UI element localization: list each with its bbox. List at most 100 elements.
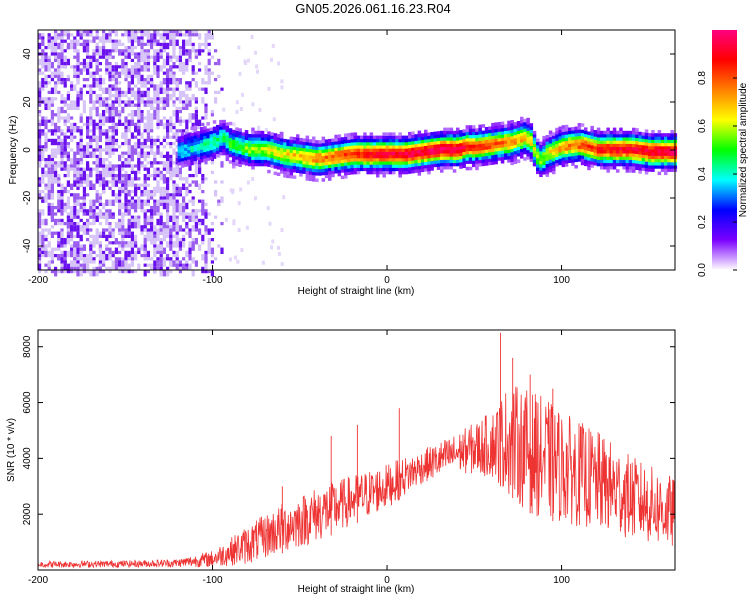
spectrogram-cell — [166, 142, 170, 146]
spectrogram-cell — [667, 165, 671, 169]
spectrogram-cell — [280, 151, 284, 155]
spectrogram-cell — [260, 162, 265, 167]
spectrogram-cell — [182, 186, 186, 190]
spectrogram-cell — [188, 263, 192, 270]
spectrogram-cell — [593, 149, 598, 153]
spectrogram-cell — [475, 134, 479, 139]
spectrogram-cell — [212, 145, 217, 150]
spectrogram-cell — [523, 118, 527, 123]
spectrogram-cell — [172, 260, 176, 264]
spectrogram-cell — [260, 134, 265, 138]
spectrogram-cell — [472, 138, 476, 142]
spectrogram-cell — [225, 132, 230, 136]
spectrogram-cell — [500, 144, 505, 148]
spectrogram-cell — [638, 144, 642, 149]
spectrogram-cell — [580, 148, 585, 153]
spectrogram-cell — [166, 234, 170, 238]
spectrogram-cell — [238, 147, 242, 151]
spectrogram-cell — [353, 148, 358, 152]
spectrogram-cell — [366, 161, 370, 165]
spectrogram-cell — [60, 263, 64, 267]
spectrogram-cell — [529, 152, 534, 156]
spectrogram-cell — [574, 165, 578, 169]
spectrogram-cell — [134, 110, 138, 117]
spectrogram-cell — [41, 244, 45, 251]
spectrogram-cell — [159, 254, 163, 258]
spectrogram-cell — [644, 151, 649, 156]
spectrogram-cell — [209, 143, 214, 148]
spectrogram-cell — [200, 155, 204, 160]
spectrogram-cell — [153, 142, 157, 146]
spectrogram-cell — [118, 186, 122, 190]
spectrogram-cell — [156, 170, 160, 174]
spectrogram-cell — [63, 260, 67, 264]
spectrogram-cell — [70, 116, 74, 120]
spectrogram-cell — [169, 135, 173, 139]
spectrogram-cell — [600, 159, 604, 164]
spectrogram-cell — [593, 152, 598, 156]
spectrogram-cell — [564, 137, 569, 142]
spectrogram-cell — [276, 166, 281, 170]
spectrogram-cell — [564, 156, 569, 161]
spectrogram-cell — [651, 146, 655, 150]
spectrogram-cell — [219, 142, 223, 146]
spectrogram-cell — [102, 202, 106, 210]
spectrogram-cell — [210, 161, 214, 165]
spectrogram-cell — [548, 136, 553, 141]
spectrogram-cell — [328, 154, 332, 159]
spectrogram-cell — [177, 152, 182, 156]
spectrogram-cell — [542, 139, 546, 143]
spectrogram-cell — [372, 145, 377, 149]
spectrogram-cell — [484, 152, 489, 157]
spectrogram-cell — [248, 143, 252, 148]
spectrogram-cell — [153, 30, 157, 34]
spectrogram-cell — [166, 132, 170, 136]
spectrogram-cell — [187, 156, 191, 160]
spectrogram-cell — [667, 139, 671, 144]
spectrogram-cell — [98, 212, 102, 219]
spectrogram-cell — [344, 139, 348, 144]
spectrogram-cell — [140, 183, 144, 187]
spectrogram-cell — [366, 154, 370, 159]
spectrogram-cell — [216, 147, 220, 151]
spectrogram-cell — [130, 94, 134, 98]
spectrogram-cell — [420, 165, 425, 169]
spectrogram-cell — [427, 151, 431, 156]
spectrogram-cell — [172, 222, 176, 226]
spectrogram-cell — [600, 146, 604, 151]
spectrogram-cell — [108, 90, 112, 94]
spectrogram-cell — [60, 241, 64, 245]
spectrogram-cell — [299, 157, 303, 161]
spectrogram-cell — [334, 141, 338, 145]
spectrogram-cell — [670, 142, 674, 147]
spectrogram-cell — [299, 137, 303, 142]
spectrogram-cell — [66, 135, 70, 139]
spectrogram-cell — [500, 124, 505, 129]
spectrogram-cell — [162, 106, 166, 110]
spectrogram-cell — [529, 158, 534, 162]
spectrogram-cell — [150, 55, 154, 59]
spectrogram-cell — [143, 263, 147, 267]
spectrogram-cell — [73, 164, 77, 171]
spectrogram-cell — [641, 135, 646, 139]
spectrogram-cell — [79, 113, 83, 117]
spectrogram-cell — [475, 137, 479, 142]
spectrogram-cell — [321, 152, 326, 157]
spectrogram-cell — [644, 142, 649, 146]
spectrogram-cell — [41, 84, 45, 88]
spectrogram-cell — [156, 266, 160, 270]
spectrogram-cell — [280, 147, 284, 152]
spectrogram-cell — [191, 46, 195, 50]
spectrogram-cell — [420, 136, 425, 141]
spectrogram-cell — [235, 100, 239, 105]
spectrogram-cell — [363, 154, 367, 159]
spectrogram-cell — [456, 137, 460, 141]
spectrogram-cell — [427, 161, 431, 165]
spectrogram-cell — [86, 78, 90, 82]
spectrogram-cell — [404, 151, 409, 156]
spectrogram-cell — [82, 68, 86, 72]
spectrogram-cell — [616, 143, 620, 148]
spectrogram-cell — [667, 136, 671, 140]
spectrogram-cell — [60, 65, 64, 69]
spectrogram-cell — [172, 161, 176, 165]
